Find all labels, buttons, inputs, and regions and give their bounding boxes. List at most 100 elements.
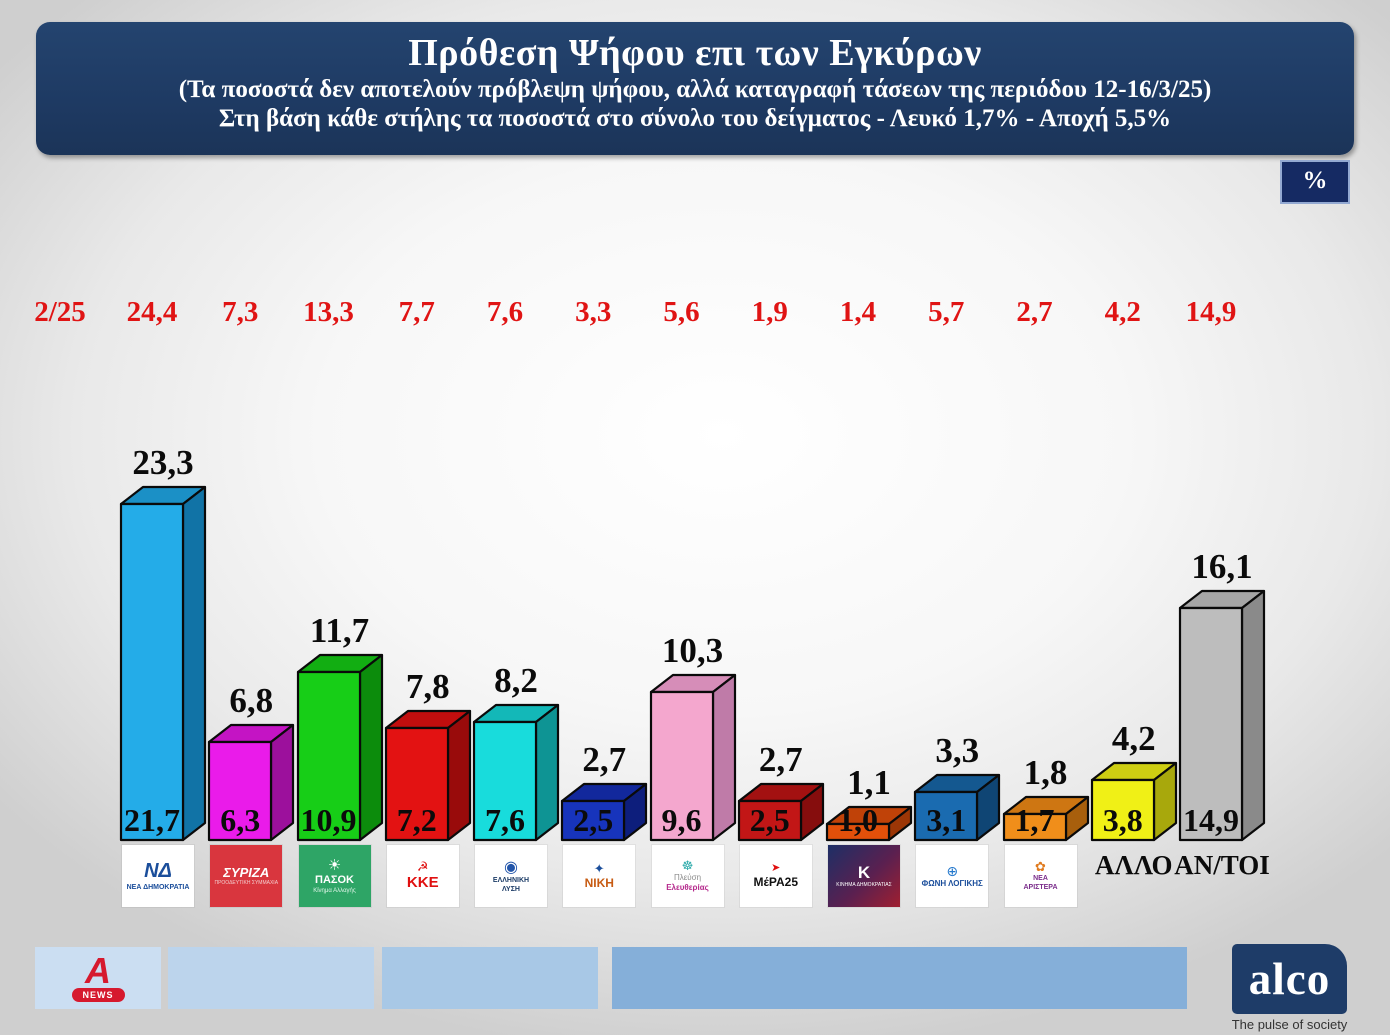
prev-value-kke: 7,7 bbox=[398, 296, 435, 328]
front-face-nea-aristera bbox=[1002, 812, 1067, 842]
valid-value-allo: 4,2 bbox=[1111, 719, 1156, 758]
sample-value-kinima-dimokratias: 1,0 bbox=[838, 802, 878, 838]
prev-value-syriza: 7,3 bbox=[222, 296, 259, 328]
front-face-foni-logikis bbox=[914, 790, 979, 842]
elliniki-lysi-logo-icon: ◉ bbox=[504, 858, 518, 876]
bar-mera25 bbox=[737, 782, 825, 847]
kke-logo-line-1: ΚΚΕ bbox=[406, 874, 439, 892]
prev-value-allo: 4,2 bbox=[1104, 296, 1141, 328]
bar-shape-nd bbox=[119, 485, 207, 842]
foni-logikis-logo-line-1: ΦΩΝΗ ΛΟΓΙΚΗΣ bbox=[921, 878, 983, 888]
valid-value-antoi: 16,1 bbox=[1191, 547, 1253, 586]
party-logo-mera25: ➤ ΜέΡΑ25 bbox=[739, 845, 812, 907]
side-face-nd bbox=[181, 485, 207, 842]
front-face-kke bbox=[384, 726, 449, 842]
party-logo-syriza: ΣΥΡΙΖΑ ΠΡΟΟΔΕΥΤΙΚΗ ΣΥΜΜΑΧΙΑ bbox=[210, 845, 283, 907]
prev-value-nd: 24,4 bbox=[126, 296, 178, 328]
nea-aristera-logo-icon: ✿ bbox=[1035, 859, 1046, 875]
valid-value-pasok: 11,7 bbox=[309, 611, 370, 650]
niki-logo-icon: ✦ bbox=[593, 861, 605, 876]
pasok-logo-line-2: Κίνημα Αλλαγής bbox=[313, 887, 356, 894]
footer-box-2 bbox=[168, 947, 374, 1009]
pasok-logo-line-1: ΠΑΣΟΚ bbox=[315, 873, 354, 886]
party-logo-niki: ✦ ΝΙΚΗ bbox=[563, 845, 636, 907]
niki-logo-line-1: ΝΙΚΗ bbox=[584, 876, 614, 891]
front-face-nd bbox=[119, 502, 185, 842]
elliniki-lysi-logo-line-1: ΕΛΛΗΝΙΚΗ bbox=[492, 877, 530, 885]
bar-plefsi-eleftherias bbox=[649, 673, 737, 847]
nea-aristera-logo-line-1: ΝΕΑ bbox=[1033, 875, 1048, 883]
party-logo-elliniki-lysi: ◉ ΕΛΛΗΝΙΚΗ ΛΥΣΗ bbox=[475, 845, 547, 907]
sample-value-syriza: 6,3 bbox=[220, 802, 261, 838]
sample-value-mera25: 2,5 bbox=[749, 802, 790, 838]
bar-elliniki-lysi bbox=[472, 703, 560, 847]
bar-shape-foni-logikis bbox=[914, 773, 1001, 842]
prev-value-kinima-dimokratias: 1,4 bbox=[839, 296, 877, 328]
valid-value-niki: 2,7 bbox=[582, 740, 627, 779]
bar-shape-plefsi-eleftherias bbox=[649, 673, 736, 842]
valid-value-elliniki-lysi: 8,2 bbox=[494, 661, 538, 700]
sample-value-foni-logikis: 3,1 bbox=[926, 802, 967, 838]
plefsi-eleftherias-logo-line-1: Πλεύση bbox=[673, 873, 702, 883]
bar-shape-kinima-dimokratias bbox=[825, 805, 913, 842]
sample-value-pasok: 10,9 bbox=[300, 802, 357, 838]
footer-box-alpha: A NEWS bbox=[35, 947, 161, 1009]
bar-shape-kke bbox=[384, 709, 471, 842]
sample-value-kke: 7,2 bbox=[396, 802, 437, 838]
bar-nea-aristera bbox=[1002, 795, 1090, 847]
bar-kke bbox=[384, 709, 472, 847]
subtitle-line2: Στη βάση κάθε στήλης τα ποσοστά στο σύνο… bbox=[218, 105, 1172, 132]
elliniki-lysi-logo-line-2: ΛΥΣΗ bbox=[502, 885, 520, 893]
bar-shape-elliniki-lysi bbox=[472, 703, 560, 842]
category-label-allo: ΑΛΛΟ bbox=[1094, 850, 1173, 880]
bar-shape-niki bbox=[561, 782, 648, 842]
valid-value-syriza: 6,8 bbox=[229, 681, 274, 720]
front-face-syriza bbox=[208, 740, 273, 842]
sample-value-elliniki-lysi: 7,6 bbox=[485, 802, 525, 838]
syriza-logo-icon: ΣΥΡΙΖΑ bbox=[223, 864, 270, 880]
bar-kinima-dimokratias bbox=[825, 805, 913, 847]
footer-box-4 bbox=[612, 947, 1187, 1009]
party-logo-pasok: ☀ ΠΑΣΟΚ Κίνημα Αλλαγής bbox=[298, 845, 371, 907]
syriza-logo-line-1: ΠΡΟΟΔΕΥΤΙΚΗ ΣΥΜΜΑΧΙΑ bbox=[214, 879, 279, 886]
bar-niki bbox=[560, 782, 648, 847]
party-logo-kinima-dimokratias: Κ ΚΙΝΗΜΑ ΔΗΜΟΚΡΑΤΙΑΣ bbox=[828, 845, 900, 907]
valid-value-plefsi-eleftherias: 10,3 bbox=[661, 631, 724, 670]
kinima-dimokratias-logo-icon: Κ bbox=[857, 862, 871, 882]
front-face-kinima-dimokratias bbox=[825, 822, 891, 842]
plefsi-eleftherias-logo-icon: ☸ bbox=[681, 858, 694, 874]
prev-value-antoi: 14,9 bbox=[1185, 296, 1237, 328]
front-face-mera25 bbox=[737, 799, 802, 842]
bar-shape-antoi bbox=[1178, 589, 1266, 842]
valid-value-mera25: 2,7 bbox=[758, 740, 803, 779]
category-label-antoi: ΑΝ/ΤΟΙ bbox=[1174, 850, 1270, 880]
valid-value-kke: 7,8 bbox=[405, 667, 450, 706]
party-logo-nea-aristera: ✿ ΝΕΑ ΑΡΙΣΤΕΡΑ bbox=[1004, 845, 1077, 907]
footer-box-3 bbox=[382, 947, 598, 1009]
foni-logikis-logo-icon: ⊕ bbox=[946, 862, 959, 879]
front-face-allo bbox=[1090, 778, 1155, 842]
sample-value-plefsi-eleftherias: 9,6 bbox=[661, 802, 702, 838]
front-face-antoi bbox=[1178, 606, 1244, 842]
alco-logo: alco bbox=[1232, 944, 1347, 1014]
prev-value-niki: 3,3 bbox=[575, 296, 612, 328]
mera25-logo-line-1: ΜέΡΑ25 bbox=[753, 874, 799, 889]
plefsi-eleftherias-logo-line-2: Ελευθερίας bbox=[666, 883, 709, 893]
alco-tagline: The pulse of society bbox=[1231, 1017, 1348, 1032]
pasok-logo-icon: ☀ bbox=[327, 856, 342, 874]
bar-shape-syriza bbox=[208, 723, 295, 842]
valid-value-nea-aristera: 1,8 bbox=[1023, 753, 1068, 792]
sample-value-niki: 2,5 bbox=[573, 802, 614, 838]
party-logo-foni-logikis: ⊕ ΦΩΝΗ ΛΟΓΙΚΗΣ bbox=[916, 845, 989, 907]
page-title: Πρόθεση Ψήφου επι των Εγκύρων bbox=[408, 32, 982, 74]
sample-value-nea-aristera: 1,7 bbox=[1014, 802, 1055, 838]
mera25-logo-icon: ➤ bbox=[771, 862, 781, 875]
bar-shape-mera25 bbox=[737, 782, 824, 842]
party-logo-kke: ☭ ΚΚΕ bbox=[386, 845, 459, 907]
valid-value-kinima-dimokratias: 1,1 bbox=[847, 763, 891, 802]
sample-value-nd: 21,7 bbox=[124, 802, 180, 838]
bar-antoi bbox=[1178, 589, 1266, 847]
bar-pasok bbox=[296, 653, 384, 847]
nea-aristera-logo-line-2: ΑΡΙΣΤΕΡΑ bbox=[1023, 884, 1058, 892]
